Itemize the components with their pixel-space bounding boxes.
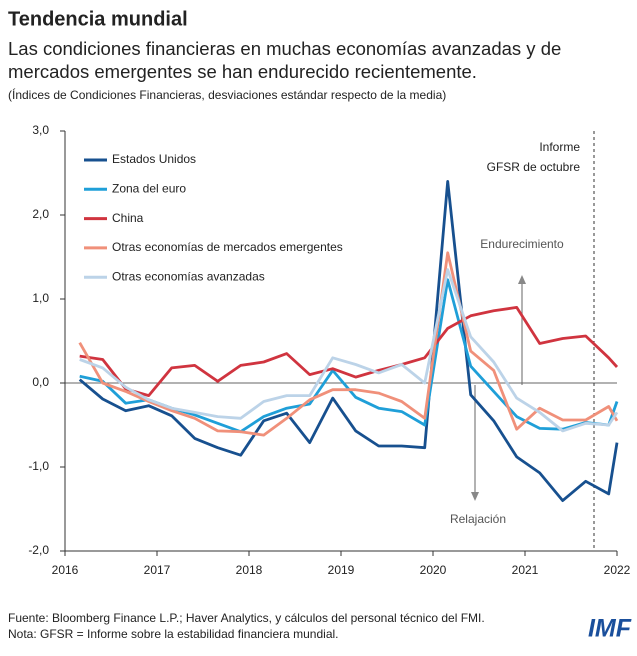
annotation: Relajación (450, 512, 506, 526)
subtitle: Las condiciones financieras en muchas ec… (8, 38, 561, 59)
event-label: Informe (539, 140, 580, 154)
x-tick-label: 2016 (52, 563, 79, 577)
logo: IMF (588, 615, 632, 643)
legend-label: Estados Unidos (112, 152, 196, 166)
y-tick-label: -2,0 (28, 543, 49, 557)
note: Nota: GFSR = Informe sobre la estabilida… (8, 627, 339, 641)
arrow-head (471, 492, 479, 501)
y-tick-label: 2,0 (32, 207, 49, 221)
y-tick-label: 1,0 (32, 291, 49, 305)
arrow-head (518, 275, 526, 284)
x-tick-label: 2017 (144, 563, 171, 577)
x-tick-label: 2022 (604, 563, 631, 577)
y-tick-label: -1,0 (28, 459, 49, 473)
title: Tendencia mundial (8, 8, 188, 30)
legend-label: Zona del euro (112, 181, 186, 195)
y-tick-label: 0,0 (32, 375, 49, 389)
x-tick-label: 2018 (236, 563, 263, 577)
legend-label: Otras economías avanzadas (112, 269, 265, 283)
y-tick-label: 3,0 (32, 123, 49, 137)
series-line (78, 180, 619, 502)
source: Fuente: Bloomberg Finance L.P.; Haver An… (8, 611, 485, 625)
legend-label: Otras economías de mercados emergentes (112, 240, 343, 254)
x-tick-label: 2019 (328, 563, 355, 577)
series-line (78, 251, 619, 437)
event-label: GFSR de octubre (487, 160, 581, 174)
note: (Índices de Condiciones Financieras, des… (8, 87, 446, 102)
x-tick-label: 2021 (512, 563, 539, 577)
series-line (79, 268, 619, 433)
x-tick-label: 2020 (420, 563, 447, 577)
series-line (79, 306, 619, 397)
legend-label: China (112, 211, 144, 225)
subtitle: mercados emergentes se han endurecido re… (8, 61, 477, 82)
annotation: Endurecimiento (480, 237, 564, 251)
